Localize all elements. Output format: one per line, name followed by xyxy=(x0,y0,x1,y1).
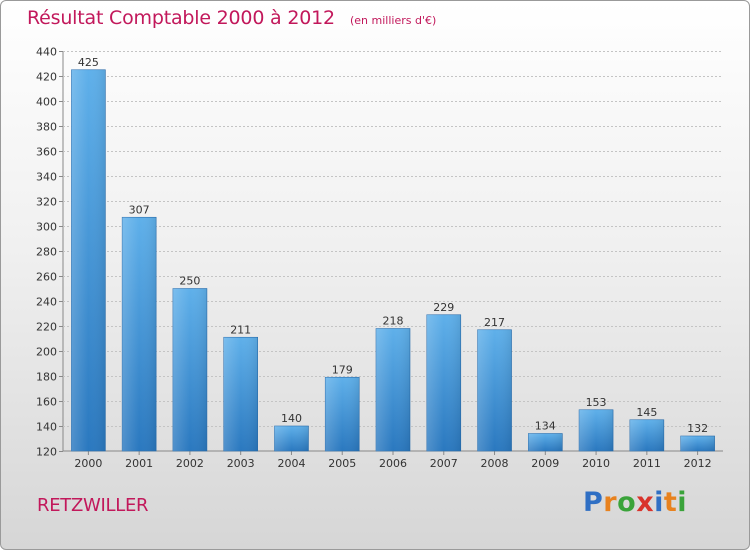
x-tick-label: 2007 xyxy=(430,457,458,470)
x-tick-label: 2004 xyxy=(277,457,305,470)
x-tick-label: 2002 xyxy=(176,457,204,470)
data-label: 425 xyxy=(78,56,99,69)
data-label: 179 xyxy=(332,363,353,376)
data-label: 217 xyxy=(484,316,505,329)
bar-shine xyxy=(528,433,563,451)
data-label: 218 xyxy=(383,315,404,328)
logo-letter: P xyxy=(583,487,604,518)
bar-shine xyxy=(629,419,664,451)
title-row: Résultat Comptable 2000 à 2012 (en milli… xyxy=(27,7,436,29)
bar-layer xyxy=(71,69,715,452)
bar-shine xyxy=(477,329,512,451)
x-tick-label: 2008 xyxy=(481,457,509,470)
label-layer: 120 140 160 180 200 220 240 260 280 300 320 340 360 3… xyxy=(36,46,712,471)
y-tick-label: 280 xyxy=(36,246,57,259)
y-tick-label: 160 xyxy=(36,396,57,409)
x-tick-label: 2006 xyxy=(379,457,407,470)
y-tick-label: 380 xyxy=(36,121,57,134)
x-tick-label: 2003 xyxy=(227,457,255,470)
proxiti-logo[interactable]: Proxiti xyxy=(583,487,687,518)
data-label: 134 xyxy=(535,420,556,433)
y-tick-label: 220 xyxy=(36,321,57,334)
x-tick-label: 2005 xyxy=(328,457,356,470)
bar-shine xyxy=(71,69,106,451)
y-tick-label: 240 xyxy=(36,296,57,309)
logo-letter: i xyxy=(654,487,664,518)
x-tick-label: 2011 xyxy=(633,457,661,470)
bar-shine xyxy=(172,288,207,451)
bar-shine xyxy=(426,314,461,451)
y-tick-label: 140 xyxy=(36,421,57,434)
y-tick-label: 200 xyxy=(36,346,57,359)
x-tick-label: 2010 xyxy=(582,457,610,470)
bar-shine xyxy=(579,409,614,451)
bar-shine xyxy=(223,337,258,451)
x-tick-label: 2009 xyxy=(531,457,559,470)
bar-shine xyxy=(680,436,715,451)
y-tick-label: 400 xyxy=(36,96,57,109)
bar-shine xyxy=(325,377,360,451)
bar-shine xyxy=(122,217,157,451)
data-label: 229 xyxy=(433,301,454,314)
data-label: 132 xyxy=(687,422,708,435)
y-tick-label: 360 xyxy=(36,146,57,159)
y-tick-label: 320 xyxy=(36,196,57,209)
data-label: 140 xyxy=(281,412,302,425)
logo-letter: t xyxy=(663,487,678,518)
data-label: 153 xyxy=(586,396,607,409)
y-tick-label: 440 xyxy=(36,46,57,59)
y-tick-label: 420 xyxy=(36,71,57,84)
y-tick-label: 340 xyxy=(36,171,57,184)
data-label: 307 xyxy=(129,203,150,216)
chart-subtitle: (en milliers d'€) xyxy=(349,14,437,27)
data-label: 145 xyxy=(636,406,657,419)
commune-name: RETZWILLER xyxy=(37,495,149,516)
x-tick-label: 2012 xyxy=(684,457,712,470)
y-tick-label: 120 xyxy=(36,446,57,459)
bar-shine xyxy=(376,328,410,451)
x-tick-label: 2000 xyxy=(74,457,102,470)
bar-shine xyxy=(274,426,309,451)
logo-letter: i xyxy=(677,487,688,518)
logo-letter: x xyxy=(636,487,655,518)
data-label: 250 xyxy=(179,275,200,288)
logo-letter: o xyxy=(617,487,637,518)
y-tick-label: 260 xyxy=(36,271,57,284)
logo-letter: r xyxy=(603,487,618,518)
data-label: 211 xyxy=(230,323,251,336)
y-tick-label: 180 xyxy=(36,371,57,384)
x-tick-label: 2001 xyxy=(125,457,153,470)
y-tick-label: 300 xyxy=(36,221,57,234)
chart-title: Résultat Comptable 2000 à 2012 xyxy=(27,7,335,29)
